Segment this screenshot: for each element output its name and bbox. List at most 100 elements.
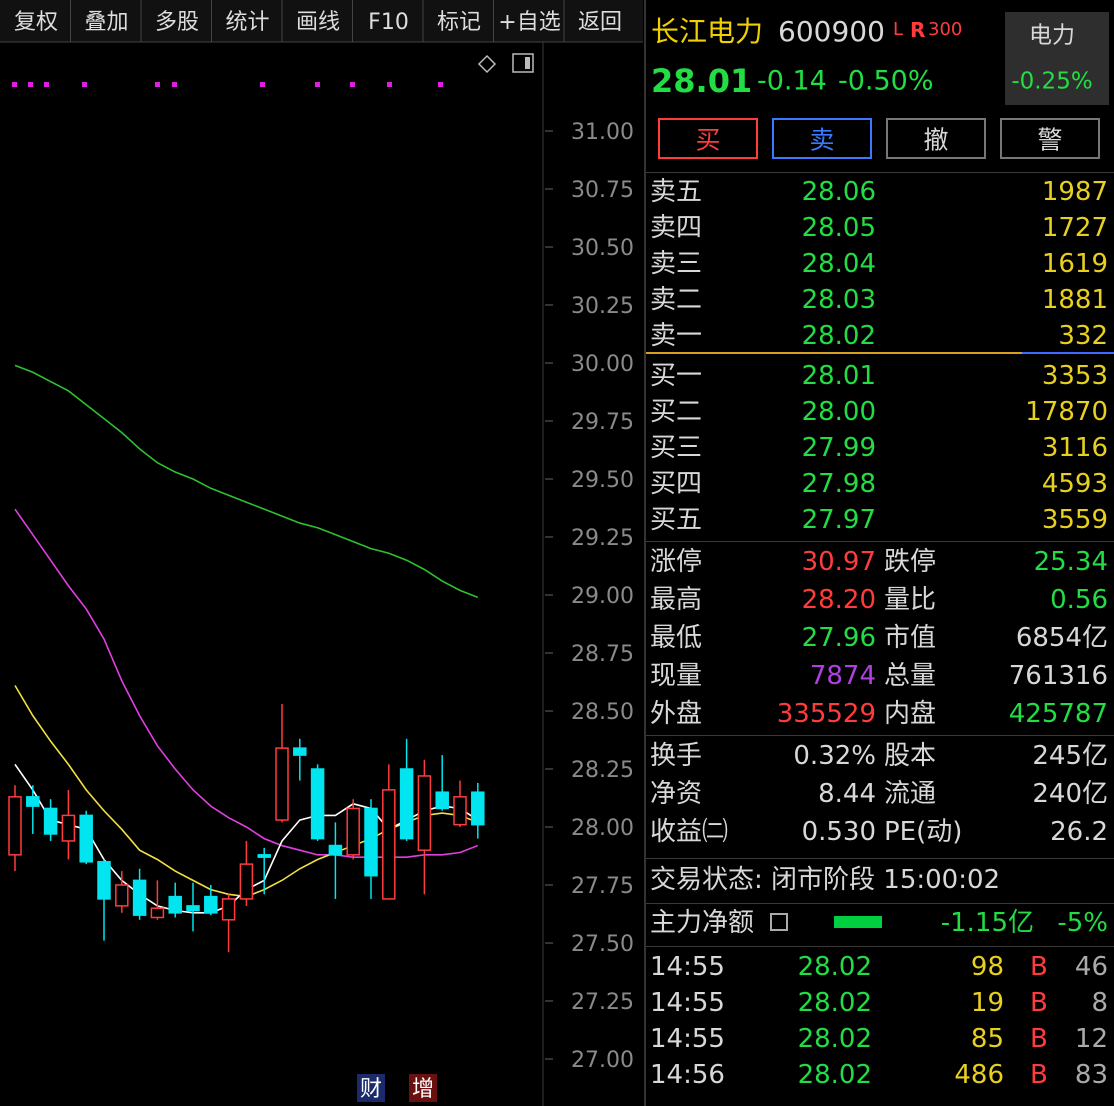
level-label: 买一: [650, 361, 703, 391]
level-price: 28.04: [801, 249, 876, 279]
level-volume: 1619: [1041, 249, 1108, 279]
ma-line: [14, 364, 479, 599]
tick-volume: 85: [970, 1024, 1004, 1054]
flow-icon[interactable]: [770, 913, 788, 931]
level-label: 买三: [650, 433, 703, 463]
sector-name: 电力: [1029, 22, 1075, 49]
level-price: 28.06: [801, 177, 876, 207]
candle-body: [417, 775, 432, 851]
fund-label: 净资: [650, 779, 703, 809]
stat-value: 27.96: [801, 623, 876, 653]
tick-count: 46: [1074, 952, 1108, 982]
level-label: 卖四: [650, 213, 703, 243]
tag: R: [910, 18, 926, 42]
separator: [646, 903, 1114, 904]
level-label: 买五: [650, 505, 703, 535]
separator: [646, 172, 1114, 173]
fund-label: PE(动): [884, 817, 963, 847]
stat-label: 现量: [650, 661, 703, 691]
sector-box[interactable]: [1005, 12, 1109, 105]
y-tick-label: 30.50: [571, 236, 634, 261]
toolbar-button[interactable]: +自选: [498, 10, 560, 35]
tick-side: B: [1030, 1060, 1048, 1090]
stat-value: 28.20: [801, 585, 876, 615]
last-price: 28.01: [651, 62, 753, 100]
separator: [646, 946, 1114, 947]
tag: 300: [928, 19, 963, 40]
tick-volume: 486: [954, 1060, 1004, 1090]
toolbar-button[interactable]: 复权: [14, 10, 58, 35]
price-change: -0.14: [757, 65, 827, 97]
toolbar-button[interactable]: 画线: [296, 10, 340, 35]
trade-button-label: 警: [1037, 125, 1063, 155]
stat-label: 市值: [884, 623, 937, 653]
y-tick-label: 29.50: [571, 468, 634, 493]
trade-button[interactable]: [886, 118, 986, 159]
divider: [644, 0, 646, 1106]
toolbar-button[interactable]: F10: [368, 10, 409, 35]
trade-button[interactable]: [1000, 118, 1100, 159]
level-price: 27.98: [801, 469, 876, 499]
y-tick-label: 31.00: [571, 120, 634, 145]
badge[interactable]: 财: [360, 1077, 382, 1102]
y-tick-label: 30.00: [571, 352, 634, 377]
y-tick-label: 30.75: [571, 178, 634, 203]
separator: [646, 352, 1022, 354]
toolbar-button[interactable]: 返回: [578, 10, 622, 35]
candle-body: [453, 796, 467, 826]
separator: [646, 541, 1114, 542]
toolbar-button[interactable]: 统计: [225, 10, 269, 35]
tick-side: B: [1030, 988, 1048, 1018]
stat-label: 总量: [884, 661, 937, 691]
toolbar-button[interactable]: 叠加: [84, 10, 128, 35]
candle-body: [168, 895, 182, 914]
candle-body: [471, 791, 485, 826]
badge-bg: [409, 1074, 437, 1102]
candle-body: [293, 747, 307, 756]
level-price: 27.97: [801, 505, 876, 535]
y-tick-label: 27.25: [571, 990, 634, 1015]
stat-value: 761316: [1008, 661, 1108, 691]
candle-body: [204, 895, 218, 914]
candle-body: [382, 789, 396, 900]
kline-chart: 复权 叠加 多股 统计 画线 F10 标记 +自选 返回 31.00 30.75 30.50 30.25…: [0, 0, 643, 1106]
level-volume: 3353: [1041, 361, 1108, 391]
stat-label: 跌停: [884, 547, 937, 577]
candle-body: [115, 884, 129, 907]
level-label: 买二: [650, 397, 703, 427]
toolbar-button[interactable]: 标记: [437, 10, 481, 35]
candle-body: [26, 796, 40, 807]
level-price: 28.03: [801, 285, 876, 315]
y-tick-label: 29.00: [571, 584, 634, 609]
tick-volume: 19: [970, 988, 1004, 1018]
stat-label: 外盘: [650, 699, 703, 729]
candle-body: [186, 905, 200, 912]
toolbar-button[interactable]: 多股: [155, 10, 199, 35]
panel-icon[interactable]: [512, 53, 534, 73]
trade-button[interactable]: [772, 118, 872, 159]
badge[interactable]: 增: [412, 1077, 434, 1102]
stat-value: 25.34: [1033, 547, 1108, 577]
trade-button-label: 卖: [809, 125, 835, 155]
diamond-icon[interactable]: [477, 54, 497, 74]
tick-price: 28.02: [797, 988, 872, 1018]
fund-value: 8.44: [818, 779, 876, 809]
sector-pct: -0.25%: [1011, 68, 1093, 95]
candle-body: [257, 854, 271, 858]
level-label: 买四: [650, 469, 703, 499]
y-tick-label: 28.00: [571, 816, 634, 841]
flow-amount: -1.15亿: [940, 908, 1034, 938]
level-label: 卖五: [650, 177, 703, 207]
y-tick-label: 28.50: [571, 700, 634, 725]
stat-value: 30.97: [801, 547, 876, 577]
stat-label: 涨停: [650, 547, 703, 577]
candle-body: [310, 768, 325, 840]
candle-body: [132, 879, 147, 916]
level-volume: 1987: [1041, 177, 1108, 207]
fund-label: 换手: [650, 741, 703, 771]
level-volume: 3559: [1041, 505, 1108, 535]
level-label: 卖二: [650, 285, 703, 315]
tick-count: 12: [1074, 1024, 1108, 1054]
tick-time: 14:55: [650, 1024, 725, 1054]
trade-button[interactable]: [658, 118, 758, 159]
